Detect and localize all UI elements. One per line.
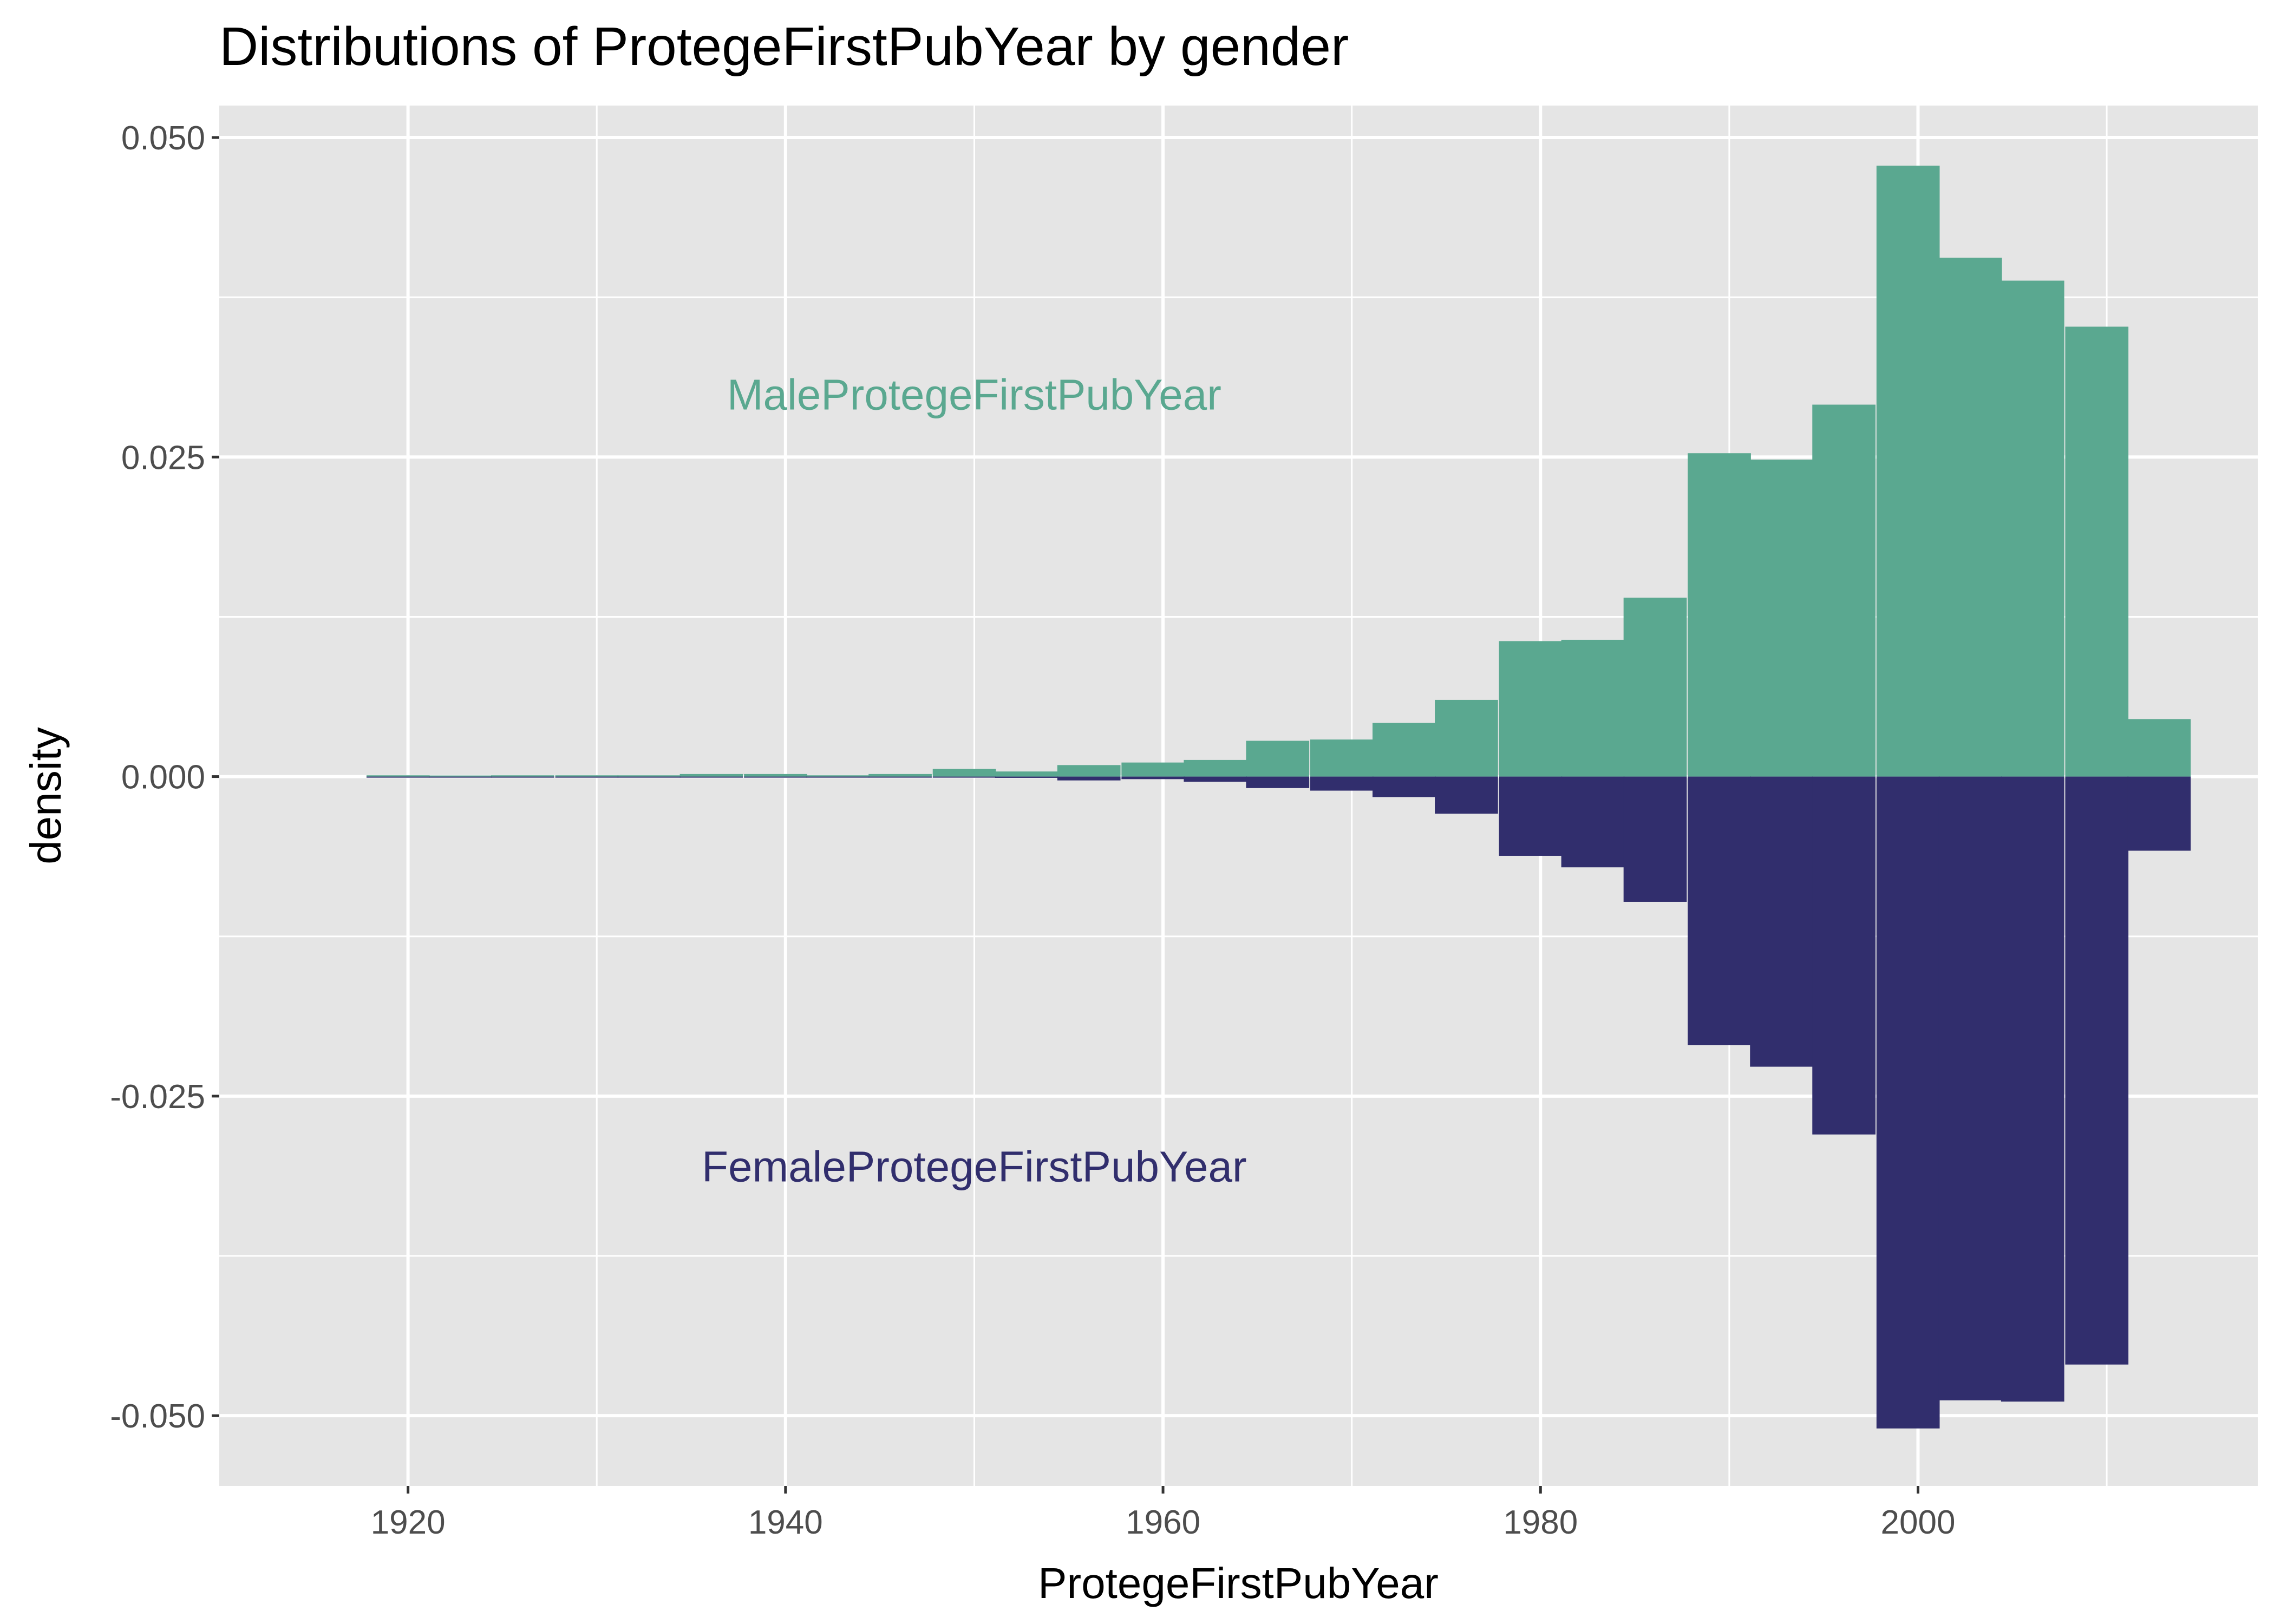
male-bar	[2065, 326, 2129, 777]
female-bar	[1121, 776, 1185, 780]
annotations: MaleProtegeFirstPubYear FemaleProtegeFirs…	[702, 371, 1246, 1191]
y-tick-label: -0.050	[110, 1398, 205, 1435]
female-bar	[995, 776, 1058, 778]
y-axis: 0.050 0.025 0.000 -0.025 -0.050	[110, 120, 219, 1435]
female-series-label: FemaleProtegeFirstPubYear	[702, 1143, 1246, 1191]
female-bar	[1938, 776, 2002, 1400]
male-bar	[932, 769, 996, 777]
female-bar	[1184, 776, 1247, 782]
female-bar	[1876, 776, 1940, 1429]
male-bar	[1246, 741, 1310, 777]
y-tick-label: -0.025	[110, 1078, 205, 1116]
male-bar	[2001, 280, 2064, 777]
male-bar	[679, 774, 743, 777]
female-bar	[1812, 776, 1876, 1135]
female-bar	[1310, 776, 1374, 791]
female-bar	[428, 776, 492, 778]
female-bar	[806, 776, 870, 778]
male-bar	[1310, 739, 1374, 777]
male-bar	[2127, 719, 2191, 777]
female-bar	[1246, 776, 1310, 788]
y-axis-title: density	[22, 727, 70, 864]
male-bar	[1750, 460, 1813, 777]
female-bars	[366, 776, 2191, 1429]
y-tick-label: 0.000	[121, 759, 205, 796]
female-bar	[2127, 776, 2191, 851]
male-bars	[366, 165, 2191, 777]
female-bar	[1499, 776, 1563, 856]
female-bar	[1688, 776, 1751, 1045]
female-bar	[491, 776, 554, 778]
x-axis-title: ProtegeFirstPubYear	[1038, 1559, 1439, 1607]
male-bar	[428, 775, 492, 777]
male-bar	[1938, 257, 2002, 777]
female-bar	[744, 776, 807, 778]
female-bar	[617, 776, 681, 778]
x-tick-label: 1980	[1503, 1504, 1578, 1541]
chart-title: Distributions of ProtegeFirstPubYear by …	[219, 16, 1349, 77]
x-tick-label: 1940	[748, 1504, 823, 1541]
male-bar	[1121, 762, 1185, 777]
male-bar	[1876, 165, 1940, 777]
male-bar	[555, 775, 619, 777]
female-bar	[1561, 776, 1625, 868]
female-bar	[1373, 776, 1436, 797]
male-bar	[1184, 759, 1247, 777]
female-bar	[555, 776, 619, 778]
male-bar	[1623, 598, 1687, 777]
x-axis: 1920 1940 1960 1980 2000	[371, 1486, 1956, 1541]
female-bar	[2001, 776, 2064, 1402]
female-bar	[366, 776, 430, 778]
x-tick-label: 1960	[1126, 1504, 1200, 1541]
male-bar	[617, 775, 681, 777]
male-bar	[1373, 723, 1436, 777]
male-bar	[806, 775, 870, 777]
male-bar	[868, 774, 932, 777]
x-tick-label: 2000	[1881, 1504, 1956, 1541]
y-tick-label: 0.050	[121, 120, 205, 157]
female-bar	[932, 776, 996, 778]
female-bar	[2065, 776, 2129, 1365]
female-bar	[1750, 776, 1813, 1067]
female-bar	[868, 776, 932, 778]
female-bar	[1435, 776, 1498, 814]
male-bar	[1688, 453, 1751, 777]
male-bar	[1812, 404, 1876, 777]
female-bar	[1057, 776, 1121, 781]
female-bar	[679, 776, 743, 778]
male-bar	[366, 775, 430, 777]
male-bar	[1057, 765, 1121, 777]
x-tick-label: 1920	[371, 1504, 446, 1541]
male-bar	[1499, 641, 1563, 777]
male-bar	[744, 774, 807, 777]
male-bar	[1561, 639, 1625, 777]
y-tick-label: 0.025	[121, 439, 205, 476]
female-bar	[1623, 776, 1687, 902]
male-bar	[995, 771, 1058, 777]
male-series-label: MaleProtegeFirstPubYear	[727, 371, 1221, 419]
male-bar	[1435, 699, 1498, 777]
male-bar	[491, 775, 554, 777]
